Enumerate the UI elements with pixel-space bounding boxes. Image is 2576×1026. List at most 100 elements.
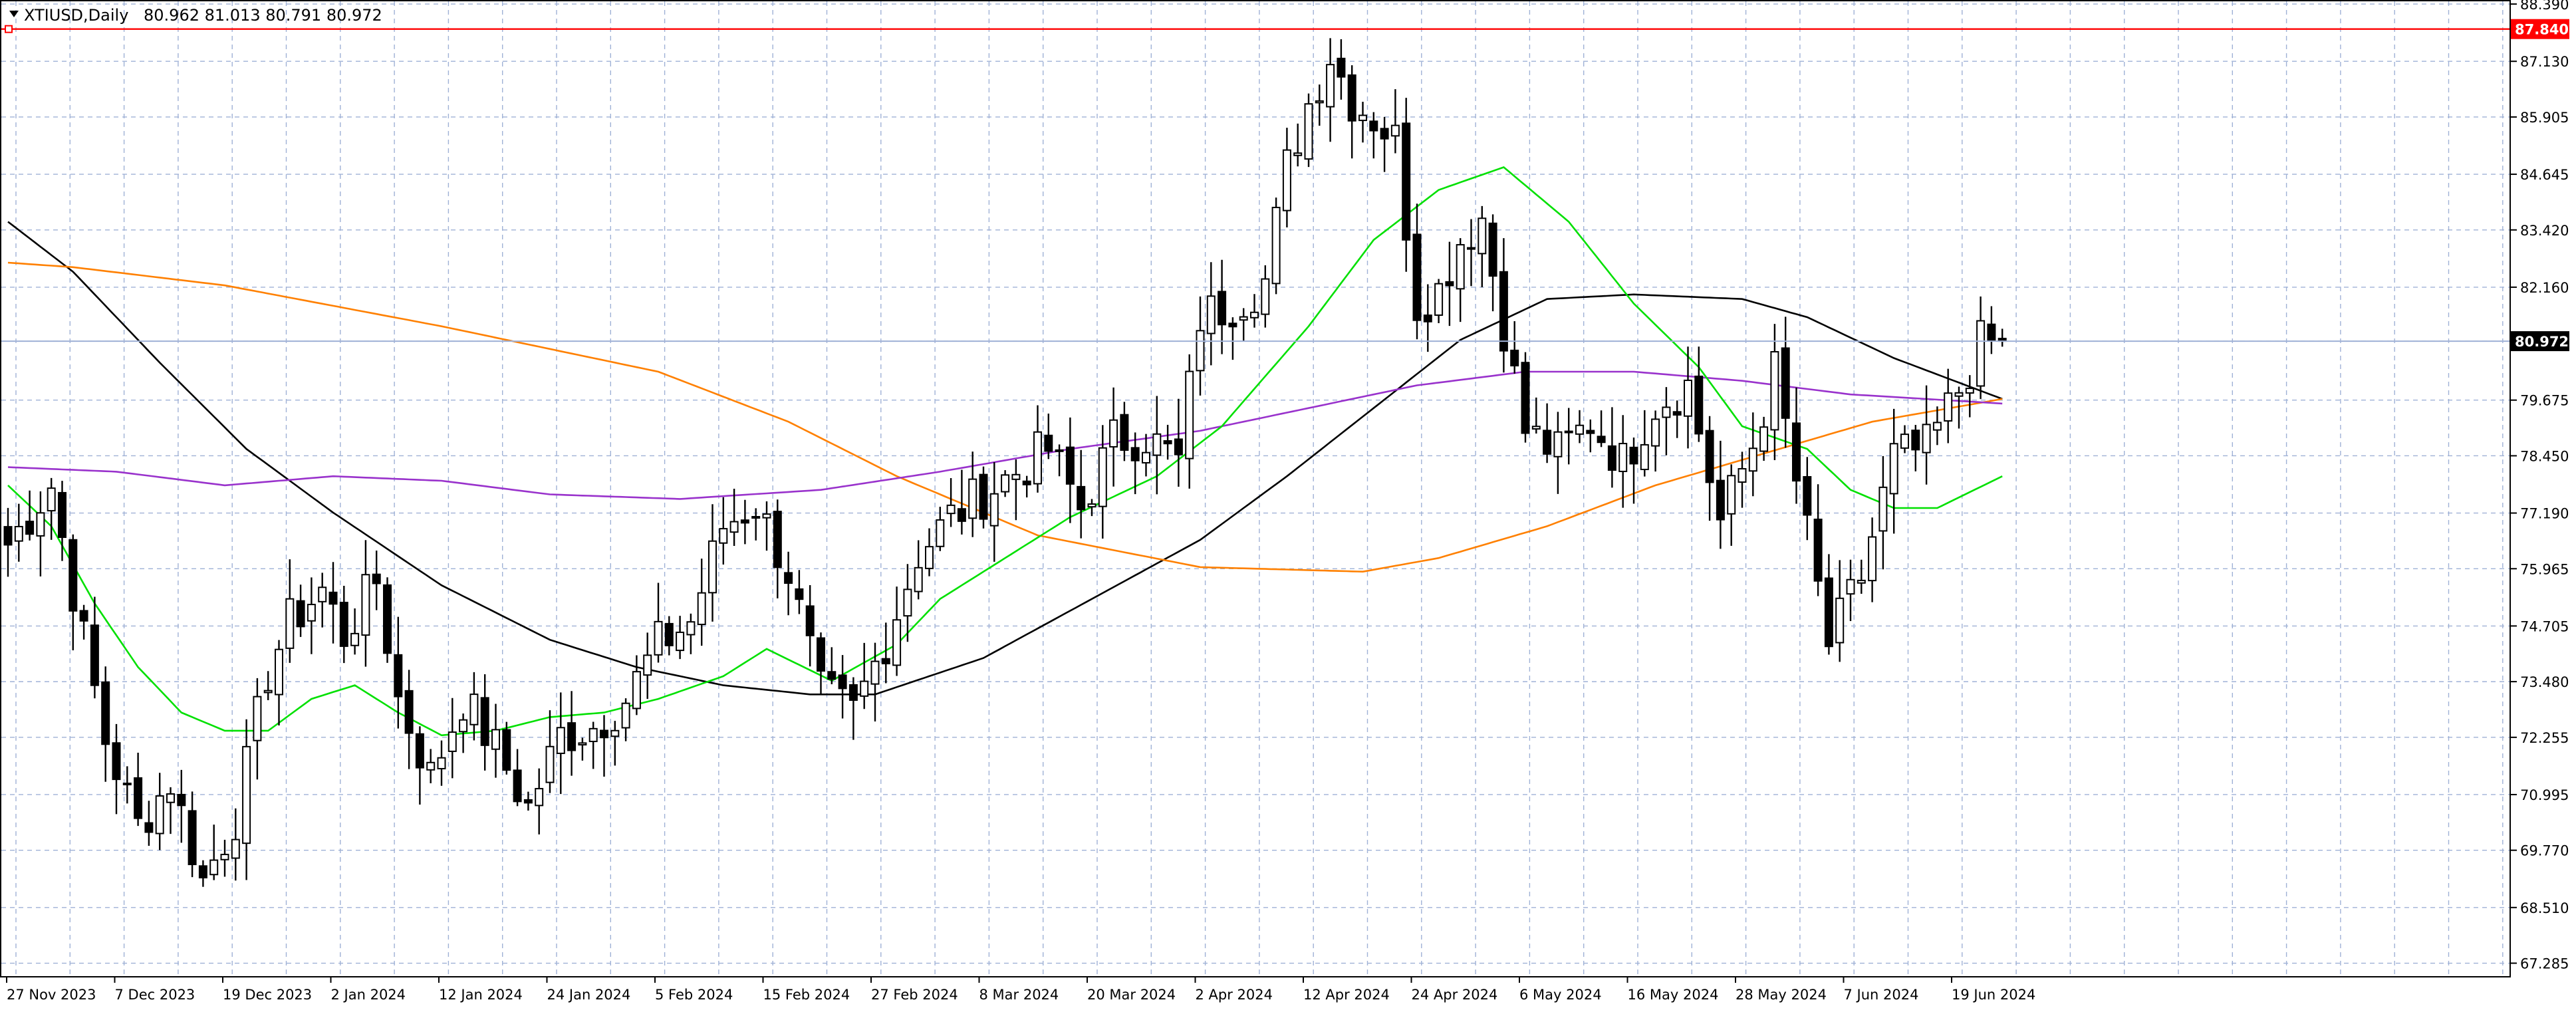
candle-body-up (1087, 503, 1096, 508)
candle (1651, 410, 1660, 472)
candle-body-up (729, 521, 739, 533)
candle (903, 564, 912, 642)
candle (1206, 262, 1216, 366)
candle-body-down (1521, 362, 1530, 434)
candle-body-down (523, 799, 533, 804)
candle-body-up (654, 620, 663, 656)
candle-body-down (740, 519, 749, 524)
candle-body-up (1889, 443, 1898, 495)
candle (372, 551, 381, 610)
candle (1033, 405, 1042, 493)
candle-body-down (134, 777, 143, 819)
candle (134, 753, 143, 827)
candle-body-up (1152, 433, 1162, 456)
candle (361, 540, 370, 667)
current-price-label: 80.972 (2515, 334, 2569, 350)
candle (838, 655, 847, 719)
symbol-label: XTIUSD,Daily (24, 6, 128, 25)
candle (36, 491, 45, 577)
candle (1390, 89, 1400, 154)
y-tick-label: 84.645 (2520, 167, 2569, 183)
candle (198, 860, 207, 887)
candle-body-up (708, 540, 717, 594)
candle (383, 577, 392, 663)
candle (535, 768, 544, 834)
candle (1152, 396, 1162, 495)
candle-body-up (1185, 370, 1194, 459)
candle (394, 616, 403, 729)
candle (263, 671, 273, 701)
candle-body-down (1564, 430, 1573, 434)
candle (805, 584, 815, 667)
candle (784, 551, 793, 616)
moving-average-black (7, 221, 2003, 696)
candle-body-down (1218, 291, 1227, 326)
x-tick-label: 24 Apr 2024 (1412, 987, 1498, 1003)
candle-body-up (242, 745, 251, 844)
candle-body-up (1846, 578, 1855, 595)
candle (870, 642, 880, 722)
candle-body-up (610, 729, 620, 737)
candle-body-down (480, 697, 489, 746)
candle (459, 713, 468, 753)
candle-body-up (1271, 207, 1281, 285)
candle (1218, 259, 1227, 354)
candle (936, 507, 945, 551)
candle-body-up (1390, 124, 1400, 137)
candle (719, 497, 728, 565)
y-tick-label: 85.905 (2520, 110, 2569, 126)
candle (1705, 416, 1714, 521)
candle (1337, 39, 1346, 100)
candle-body-up (155, 795, 164, 834)
x-tick-label: 27 Nov 2023 (7, 987, 96, 1003)
candle-body-up (1618, 443, 1628, 472)
candle-body-down (1022, 480, 1031, 485)
y-tick-label: 69.770 (2520, 843, 2569, 859)
y-tick-label: 73.480 (2520, 674, 2569, 690)
candle (1304, 93, 1313, 168)
candle (68, 534, 78, 651)
candle (957, 469, 966, 535)
y-tick-label: 67.285 (2520, 956, 2569, 972)
candle-body-up (1640, 444, 1649, 470)
candle (1618, 415, 1628, 508)
candle-body-up (350, 632, 360, 646)
candle (350, 608, 360, 655)
candle (1640, 410, 1649, 477)
candle (1315, 84, 1324, 126)
candle (1965, 375, 1974, 418)
candle (79, 604, 88, 640)
x-tick-label: 12 Apr 2024 (1303, 987, 1390, 1003)
candle (588, 721, 598, 769)
candle-body-up (1857, 579, 1866, 584)
line-anchor-handle[interactable] (5, 25, 13, 33)
candle (1813, 484, 1823, 596)
candle (1759, 416, 1769, 461)
candle (946, 478, 956, 527)
candle-body-down (827, 671, 837, 680)
candle (1055, 444, 1064, 477)
candle (1662, 387, 1671, 455)
candle-body-down (1467, 247, 1476, 250)
candle-body-up (1944, 392, 1953, 422)
candle-body-down (1337, 57, 1346, 78)
candle (1987, 306, 1996, 354)
candle (1380, 116, 1389, 172)
horizontal-line[interactable] (1, 25, 2510, 33)
candle-body-up (643, 654, 652, 676)
candle-body-up (621, 702, 630, 729)
candle (1770, 324, 1779, 460)
y-tick-label: 88.390 (2520, 0, 2569, 13)
candle-body-down (817, 637, 825, 672)
candle-body-up (860, 680, 869, 697)
candle-body-up (469, 694, 479, 725)
y-tick-label: 87.130 (2520, 54, 2569, 70)
candle (545, 710, 555, 793)
dropdown-triangle-icon[interactable] (9, 11, 19, 17)
price-level-tag (2511, 19, 2569, 39)
candle (556, 692, 565, 795)
candle (1900, 425, 1909, 453)
candle-body-down (328, 591, 338, 605)
candle-body-up (578, 742, 587, 746)
